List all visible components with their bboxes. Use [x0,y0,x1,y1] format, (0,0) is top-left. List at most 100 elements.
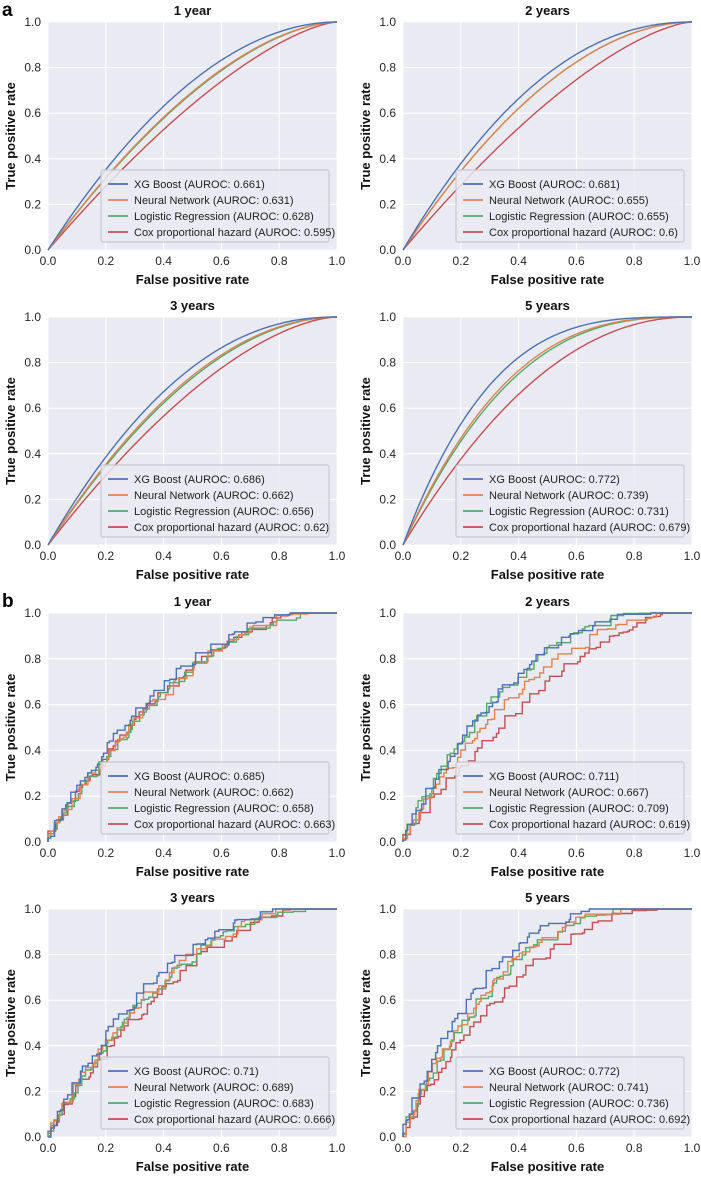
legend-entry: XG Boost (AUROC: 0.686) [134,474,265,486]
x-tick-label: 0.2 [452,549,469,563]
legend: XG Boost (AUROC: 0.661) Neural Network (A… [100,169,335,243]
x-tick-label: 0.6 [568,549,585,563]
x-tick-label: 0.8 [626,549,643,563]
x-tick-label: 0.6 [213,549,230,563]
y-tick-label: 0.4 [24,743,41,757]
roc-curve-xg-boost [402,612,692,842]
y-tick-label: 0.6 [379,698,396,712]
x-tick-label: 1.0 [684,254,701,268]
roc-chart-a-1: 0.0 0.2 0.4 0.6 0.8 1.0 0.0 0.2 0.4 0.6 0.8 1.0 1 ye… [3,3,346,287]
legend-box [455,169,685,243]
roc-curve-neural-network [47,316,337,546]
y-tick-label: 0.6 [24,401,41,415]
y-tick-label: 0.4 [24,152,41,166]
legend-entry: Cox proportional hazard (AUROC: 0.692) [489,1114,690,1126]
chart-title: 5 years [525,298,570,313]
x-tick-label: 0.4 [155,1141,172,1155]
legend-entry: Neural Network (AUROC: 0.662) [134,787,294,799]
roc-curve-logistic-regression [402,612,692,842]
legend-entry: Neural Network (AUROC: 0.739) [489,490,649,502]
roc-curve-neural-network [402,316,692,546]
roc-curve-cox-proportional-hazard [402,21,693,251]
legend-box [100,464,330,538]
y-tick-label: 1.0 [379,15,396,29]
roc-curve-cox-proportional-hazard [47,316,338,546]
roc-curve-cox-proportional-hazard [402,612,692,842]
y-tick-label: 1.0 [379,310,396,324]
x-tick-label: 0.4 [155,254,172,268]
roc-curve-xg-boost [402,908,692,1137]
x-tick-label: 0.2 [97,1141,114,1155]
legend: XG Boost (AUROC: 0.711) Neural Network (A… [455,761,690,835]
y-tick-label: 0.0 [379,538,396,552]
y-tick-label: 0.2 [24,1084,41,1098]
y-tick-label: 0.2 [24,789,41,803]
x-tick-label: 0.0 [40,1141,57,1155]
legend-entry: Neural Network (AUROC: 0.741) [489,1082,649,1094]
legend-entry: Neural Network (AUROC: 0.667) [489,787,649,799]
chart-title: 3 years [170,890,215,905]
y-tick-label: 0.2 [379,492,396,506]
x-tick-label: 0.8 [626,1141,643,1155]
y-tick-label: 0.2 [379,197,396,211]
legend-box [455,761,685,835]
roc-curve-neural-network [47,908,337,1137]
roc-curve-xg-boost [48,908,337,1138]
roc-curve-cox-proportional-hazard [402,908,692,1137]
chart-title: 2 years [525,594,570,609]
y-axis-label: True positive rate [358,82,373,190]
legend-entry: Neural Network (AUROC: 0.689) [134,1082,294,1094]
x-tick-label: 1.0 [329,1141,346,1155]
y-tick-label: 0.6 [379,993,396,1007]
x-tick-label: 0.6 [213,1141,230,1155]
y-tick-label: 1.0 [379,902,396,916]
x-tick-label: 0.0 [395,1141,412,1155]
roc-curve-neural-network [47,21,337,251]
y-tick-label: 1.0 [24,902,41,916]
y-tick-label: 0.8 [24,356,41,370]
x-tick-label: 0.8 [271,254,288,268]
y-tick-label: 1.0 [24,310,41,324]
legend-entry: Logistic Regression (AUROC: 0.628) [134,211,314,223]
legend-entry: Cox proportional hazard (AUROC: 0.6) [489,227,678,239]
y-tick-label: 0.0 [24,835,41,849]
legend-entry: Cox proportional hazard (AUROC: 0.619) [489,819,690,831]
roc-curve-cox-proportional-hazard [47,908,337,1137]
legend-entry: XG Boost (AUROC: 0.711) [489,771,619,783]
roc-chart-b-2: 0.0 0.2 0.4 0.6 0.8 1.0 0.0 0.2 0.4 0.6 0.8 1.0 2 ye… [358,594,701,879]
legend-entry: Logistic Regression (AUROC: 0.731) [489,506,669,518]
y-tick-label: 0.0 [24,538,41,552]
y-tick-label: 0.4 [379,743,396,757]
x-tick-label: 0.4 [510,254,527,268]
x-tick-label: 0.8 [271,549,288,563]
x-tick-label: 0.6 [568,846,585,860]
charts-container: 0.0 0.2 0.4 0.6 0.8 1.0 0.0 0.2 0.4 0.6 0.8 1.0 1 ye… [3,3,701,1174]
x-tick-label: 0.4 [510,1141,527,1155]
x-tick-label: 0.8 [626,254,643,268]
x-axis-label: False positive rate [491,272,604,287]
x-tick-label: 1.0 [329,846,346,860]
y-tick-label: 0.4 [379,152,396,166]
chart-title: 3 years [170,298,215,313]
y-tick-label: 0.0 [379,1130,396,1144]
legend-box [100,1056,330,1130]
roc-curve-xg-boost [47,316,337,546]
y-tick-label: 0.8 [379,652,396,666]
roc-curve-xg-boost [402,316,692,546]
y-tick-label: 0.4 [379,447,396,461]
y-tick-label: 1.0 [24,15,41,29]
legend-entry: Cox proportional hazard (AUROC: 0.62) [134,522,329,534]
x-tick-label: 0.6 [568,254,585,268]
y-tick-label: 0.8 [379,356,396,370]
x-tick-label: 0.0 [395,254,412,268]
x-tick-label: 1.0 [684,1141,701,1155]
roc-chart-a-4: 0.0 0.2 0.4 0.6 0.8 1.0 0.0 0.2 0.4 0.6 0.8 1.0 5 ye… [358,298,701,582]
y-tick-label: 0.0 [24,243,41,257]
y-tick-label: 0.2 [379,1084,396,1098]
x-tick-label: 0.8 [626,846,643,860]
y-axis-label: True positive rate [358,674,373,782]
legend-entry: Logistic Regression (AUROC: 0.736) [489,1098,669,1110]
legend-entry: Logistic Regression (AUROC: 0.709) [489,803,669,815]
y-tick-label: 0.8 [24,652,41,666]
